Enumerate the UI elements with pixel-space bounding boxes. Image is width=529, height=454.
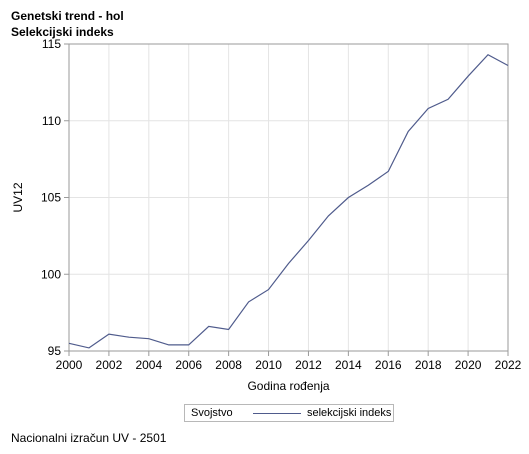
y-tick-label: 95 [48, 344, 62, 358]
legend-swatch [253, 413, 301, 414]
x-tick-label: 2022 [495, 358, 522, 372]
line-chart: 2000 2002 2004 2006 2008 2010 2012 2014 2016 2018… [11, 37, 522, 393]
x-tick-label: 2020 [455, 358, 482, 372]
chart-subtitle: Selekcijski indeks [11, 25, 114, 39]
legend-title: Svojstvo [191, 407, 233, 419]
x-tick-label: 2000 [56, 358, 83, 372]
x-tick-label: 2008 [215, 358, 242, 372]
axis-ticks: 2000 2002 2004 2006 2008 2010 2012 2014 2016 2018… [41, 37, 522, 372]
y-tick-label: 100 [41, 267, 61, 281]
x-tick-label: 2006 [175, 358, 202, 372]
x-tick-label: 2018 [415, 358, 442, 372]
x-axis-label: Godina rođenja [247, 379, 329, 393]
y-tick-label: 105 [41, 191, 61, 205]
legend-entry: selekcijski indeks [307, 407, 392, 419]
y-tick-label: 110 [42, 114, 61, 128]
x-tick-label: 2004 [135, 358, 162, 372]
x-tick-label: 2014 [335, 358, 362, 372]
chart-title: Genetski trend - hol [11, 9, 124, 23]
x-tick-label: 2016 [375, 358, 402, 372]
footer-note: Nacionalni izračun UV - 2501 [11, 431, 167, 445]
series-line-selekcijski-indeks [68, 53, 509, 349]
series-layer [68, 53, 509, 349]
y-axis-label: UV12 [11, 182, 25, 212]
x-tick-label: 2012 [295, 358, 322, 372]
x-tick-label: 2010 [255, 358, 282, 372]
x-tick-label: 2002 [96, 358, 123, 372]
y-tick-label: 115 [42, 37, 61, 51]
legend: Svojstvo selekcijski indeks [184, 404, 394, 422]
grid-lines [68, 43, 509, 352]
